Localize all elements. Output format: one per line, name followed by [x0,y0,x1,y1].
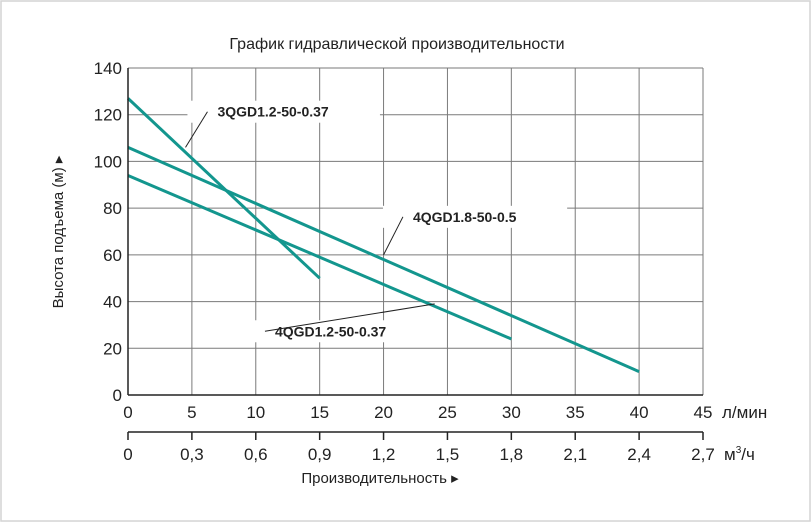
series-lines [126,97,640,374]
x-tick-label: 15 [310,403,329,422]
series-line-3 [127,174,512,341]
y-tick-label: 140 [94,59,122,78]
x-tick-label: 45 [694,403,713,422]
x-tick-label: 5 [187,403,196,422]
series-label-2: 4QGD1.8-50-0.5 [413,209,517,225]
x-unit-label: л/мин [722,403,767,422]
annotation-leader [383,216,404,256]
annotation-leader [264,303,435,332]
annotations: 3QGD1.2-50-0.37 4QGD1.8-50-0.5 4QGD1.2-50-… [185,100,568,343]
y-tick-label: 20 [103,339,122,358]
x-tick-label: 10 [246,403,265,422]
x2-unit-base: м [724,445,736,464]
y-axis-label: Высота подъема (м) ▸ [50,155,67,308]
y-tick-label: 80 [103,199,122,218]
x2-tick-label: 1,2 [372,445,396,464]
x2-unit-label: м3/ч [724,445,755,464]
x-tick-label: 20 [374,403,393,422]
series-label-3: 4QGD1.2-50-0.37 [275,323,386,339]
tick-labels: 0 20 40 60 80 100 120 140 0 5 10 15 20 25 30 35 40 45 0 0,3… [94,59,715,464]
x2-tick-label: 0,6 [244,445,268,464]
chart-title: График гидравлической производительности [229,36,564,53]
x-tick-label: 25 [438,403,457,422]
x2-tick-label: 0,3 [180,445,204,464]
x-tick-label: 0 [123,403,132,422]
y-tick-label: 120 [94,106,122,125]
x2-tick-label: 1,8 [500,445,524,464]
x2-tick-label: 2,1 [563,445,587,464]
x2-tick-label: 0,9 [308,445,332,464]
x2-tick-label: 2,7 [691,445,715,464]
y-tick-label: 0 [113,386,122,405]
annotation-backdrop [382,205,568,228]
x2-unit-sup: 3 [736,445,742,456]
x-tick-label: 40 [630,403,649,422]
x-tick-label: 30 [502,403,521,422]
series-label-1: 3QGD1.2-50-0.37 [217,104,328,120]
x2-unit-tail: /ч [741,445,755,464]
axes [127,68,704,440]
annotation-leader [185,111,208,148]
y-tick-label: 60 [103,246,122,265]
x2-tick-label: 2,4 [627,445,651,464]
x2-tick-label: 1,5 [436,445,460,464]
x-tick-label: 35 [566,403,585,422]
series-line-2 [127,146,640,374]
x-axis-label: Производительность ▸ [301,470,459,487]
y-tick-label: 100 [94,152,122,171]
y-tick-label: 40 [103,293,122,312]
annotation-backdrop [244,320,438,343]
annotation-backdrop [187,100,380,123]
x2-tick-label: 0 [123,445,132,464]
